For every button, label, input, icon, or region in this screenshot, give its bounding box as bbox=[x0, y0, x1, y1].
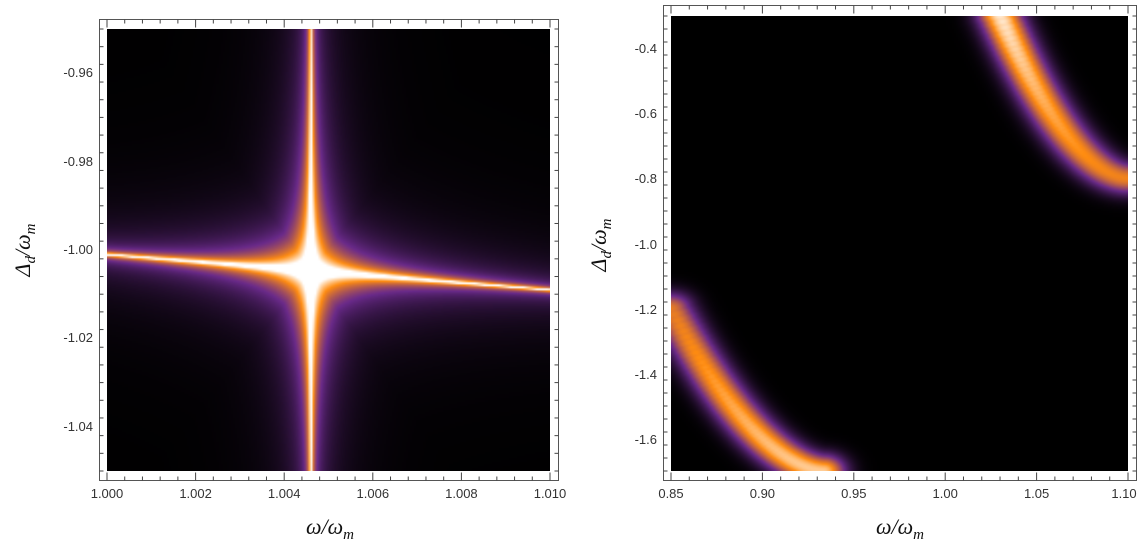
left-y-tick-label: -1.02 bbox=[63, 330, 93, 345]
right-ticks bbox=[663, 5, 1137, 481]
right-x-tick-label: 0.85 bbox=[658, 486, 683, 501]
left-y-tick-labels: -0.96 -0.98 -1.00 -1.02 -1.04 bbox=[63, 65, 93, 434]
left-x-tick-label: 1.000 bbox=[91, 486, 124, 501]
left-x-tick-label: 1.002 bbox=[179, 486, 212, 501]
right-x-tick-label: 1.05 bbox=[1024, 486, 1049, 501]
left-x-tick-label: 1.008 bbox=[445, 486, 478, 501]
left-y-tick-label: -1.00 bbox=[63, 242, 93, 257]
right-y-tick-label: -1.6 bbox=[635, 432, 657, 447]
left-heatmap-image bbox=[107, 29, 550, 471]
right-y-tick-label: -0.8 bbox=[635, 171, 657, 186]
right-y-tick-label: -1.2 bbox=[635, 302, 657, 317]
right-x-tick-label: 1.00 bbox=[933, 486, 958, 501]
right-plot-frame bbox=[663, 5, 1137, 481]
left-y-tick-label: -0.96 bbox=[63, 65, 93, 80]
left-y-axis-label: Δd/ωm bbox=[10, 223, 39, 277]
right-y-tick-label: -0.6 bbox=[635, 106, 657, 121]
left-y-tick-label: -0.98 bbox=[63, 154, 93, 169]
left-y-tick-label: -1.04 bbox=[63, 419, 93, 434]
right-y-tick-label: -1.0 bbox=[635, 237, 657, 252]
right-x-tick-labels: 0.85 0.90 0.95 1.00 1.05 1.10 bbox=[658, 486, 1136, 501]
right-heatmap-panel: 0.85 0.90 0.95 1.00 1.05 1.10 -0.4 -0.6 … bbox=[586, 5, 1137, 543]
left-x-axis-label: ω/ωm bbox=[306, 514, 354, 543]
left-plot-frame bbox=[99, 19, 559, 481]
right-x-tick-label: 0.95 bbox=[841, 486, 866, 501]
right-y-tick-labels: -0.4 -0.6 -0.8 -1.0 -1.2 -1.4 -1.6 bbox=[635, 41, 657, 447]
right-x-tick-label: 0.90 bbox=[750, 486, 775, 501]
left-x-tick-label: 1.004 bbox=[268, 486, 301, 501]
right-y-tick-label: -1.4 bbox=[635, 367, 657, 382]
left-x-tick-labels: 1.000 1.002 1.004 1.006 1.008 1.010 bbox=[91, 486, 567, 501]
left-heatmap-panel: 1.000 1.002 1.004 1.006 1.008 1.010 -0.9… bbox=[10, 19, 567, 543]
right-heatmap-image bbox=[671, 16, 1128, 471]
right-y-tick-label: -0.4 bbox=[635, 41, 657, 56]
left-ticks bbox=[99, 19, 559, 481]
right-x-tick-label: 1.10 bbox=[1111, 486, 1136, 501]
left-x-tick-label: 1.010 bbox=[534, 486, 567, 501]
left-x-tick-label: 1.006 bbox=[357, 486, 390, 501]
right-y-axis-label: Δd/ωm bbox=[586, 218, 615, 272]
right-x-axis-label: ω/ωm bbox=[876, 514, 924, 543]
